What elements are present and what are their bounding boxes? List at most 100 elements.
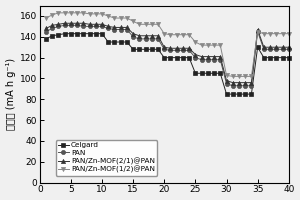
PAN/Zn-MOF(2/1)@PAN [131,32,135,35]
PAN [44,30,48,33]
Line: PAN: PAN [44,23,291,88]
Celgard [100,32,104,35]
PAN/Zn-MOF(2/1)@PAN [82,22,85,24]
PAN/Zn-MOF(2/1)@PAN [250,81,253,84]
PAN/Zn-MOF(1/2)@PAN [243,75,247,78]
PAN [82,25,85,28]
PAN/Zn-MOF(2/1)@PAN [281,46,284,48]
PAN/Zn-MOF(2/1)@PAN [125,26,129,29]
PAN/Zn-MOF(2/1)@PAN [194,53,197,56]
PAN [69,24,73,27]
PAN/Zn-MOF(2/1)@PAN [256,28,260,31]
PAN/Zn-MOF(1/2)@PAN [125,17,129,19]
PAN/Zn-MOF(1/2)@PAN [100,13,104,15]
PAN [156,38,160,40]
Celgard [250,93,253,95]
PAN/Zn-MOF(1/2)@PAN [131,20,135,22]
PAN [50,27,54,30]
PAN/Zn-MOF(1/2)@PAN [169,34,172,36]
Celgard [88,32,92,35]
PAN/Zn-MOF(1/2)@PAN [88,13,92,15]
PAN/Zn-MOF(2/1)@PAN [225,79,228,82]
PAN/Zn-MOF(2/1)@PAN [169,47,172,49]
PAN/Zn-MOF(2/1)@PAN [206,55,210,58]
PAN [243,85,247,87]
PAN/Zn-MOF(1/2)@PAN [82,12,85,14]
PAN/Zn-MOF(2/1)@PAN [113,26,116,29]
Celgard [163,56,166,59]
Celgard [206,72,210,74]
PAN/Zn-MOF(1/2)@PAN [188,34,191,36]
PAN [88,25,92,28]
PAN/Zn-MOF(2/1)@PAN [237,81,241,84]
PAN [287,48,291,51]
Celgard [57,34,60,36]
PAN/Zn-MOF(1/2)@PAN [113,17,116,19]
PAN/Zn-MOF(2/1)@PAN [50,24,54,27]
PAN/Zn-MOF(1/2)@PAN [75,12,79,14]
PAN/Zn-MOF(1/2)@PAN [200,44,203,46]
PAN/Zn-MOF(1/2)@PAN [119,17,122,19]
PAN/Zn-MOF(1/2)@PAN [281,32,284,35]
PAN [262,48,266,51]
Celgard [119,41,122,43]
PAN/Zn-MOF(1/2)@PAN [231,75,235,78]
PAN [250,85,253,87]
PAN/Zn-MOF(1/2)@PAN [268,32,272,35]
Celgard [44,38,48,40]
Celgard [75,32,79,35]
PAN/Zn-MOF(2/1)@PAN [94,23,98,26]
PAN/Zn-MOF(2/1)@PAN [188,47,191,49]
Celgard [274,56,278,59]
Celgard [200,72,203,74]
Celgard [237,93,241,95]
Celgard [231,93,235,95]
PAN/Zn-MOF(1/2)@PAN [150,23,154,26]
PAN/Zn-MOF(1/2)@PAN [218,44,222,46]
PAN [212,59,216,61]
PAN [150,38,154,40]
Line: Celgard: Celgard [44,32,291,96]
PAN/Zn-MOF(2/1)@PAN [268,46,272,48]
Celgard [181,56,185,59]
PAN [268,48,272,51]
PAN/Zn-MOF(2/1)@PAN [287,46,291,48]
Celgard [175,56,178,59]
PAN/Zn-MOF(2/1)@PAN [75,22,79,24]
PAN/Zn-MOF(2/1)@PAN [231,81,235,84]
PAN/Zn-MOF(2/1)@PAN [69,22,73,24]
PAN/Zn-MOF(1/2)@PAN [287,32,291,35]
PAN [119,28,122,31]
Celgard [225,93,228,95]
PAN [231,85,235,87]
PAN [225,82,228,85]
PAN [194,56,197,59]
Celgard [94,32,98,35]
PAN/Zn-MOF(1/2)@PAN [144,23,147,26]
PAN [138,38,141,40]
PAN [188,49,191,52]
PAN [175,49,178,52]
PAN/Zn-MOF(2/1)@PAN [200,55,203,58]
PAN/Zn-MOF(2/1)@PAN [88,23,92,26]
Celgard [150,48,154,51]
PAN/Zn-MOF(1/2)@PAN [225,74,228,77]
PAN/Zn-MOF(1/2)@PAN [237,75,241,78]
PAN [113,28,116,31]
Celgard [212,72,216,74]
PAN [75,24,79,27]
PAN [94,25,98,28]
PAN/Zn-MOF(1/2)@PAN [63,12,67,14]
PAN/Zn-MOF(1/2)@PAN [175,34,178,36]
Celgard [113,41,116,43]
PAN/Zn-MOF(2/1)@PAN [163,46,166,48]
PAN/Zn-MOF(1/2)@PAN [69,12,73,14]
PAN/Zn-MOF(1/2)@PAN [44,17,48,19]
PAN [237,85,241,87]
PAN/Zn-MOF(1/2)@PAN [194,41,197,43]
Celgard [69,32,73,35]
PAN/Zn-MOF(1/2)@PAN [163,32,166,35]
PAN/Zn-MOF(1/2)@PAN [212,44,216,46]
Celgard [138,48,141,51]
PAN/Zn-MOF(1/2)@PAN [106,15,110,17]
